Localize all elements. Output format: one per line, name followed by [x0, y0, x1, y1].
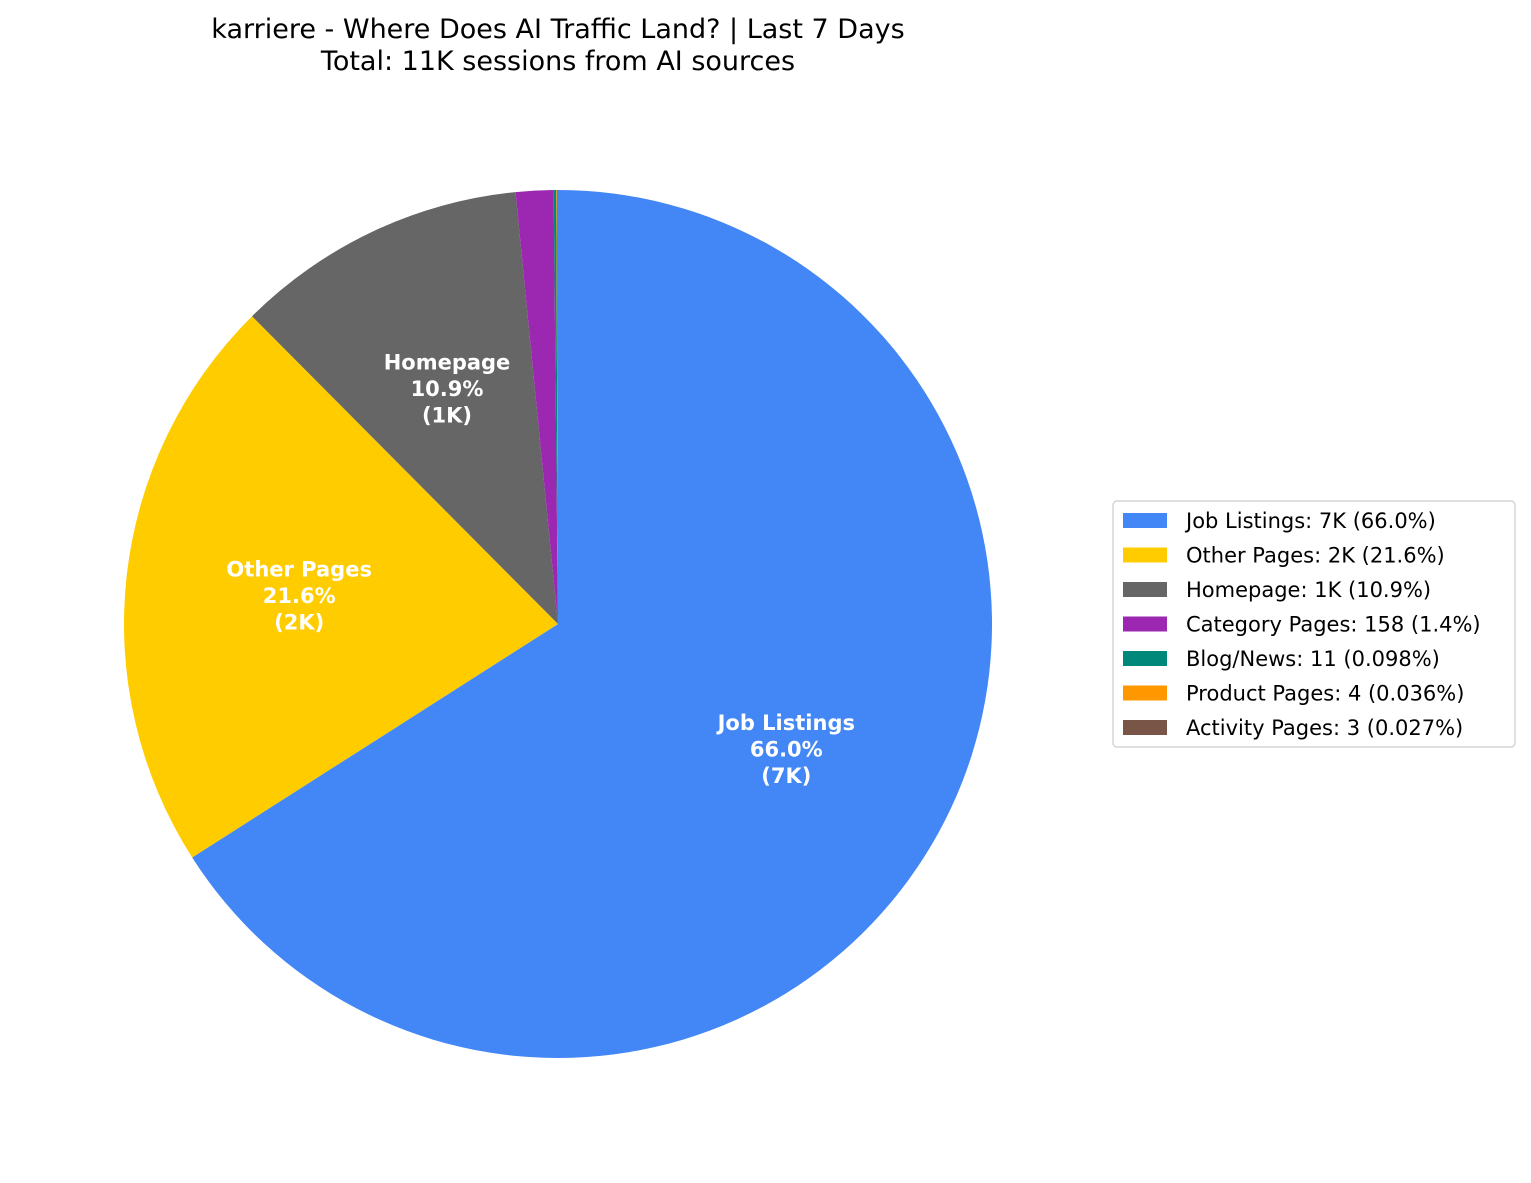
- legend-items: Job Listings: 7K (66.0%) Other Pages: 2K …: [1123, 509, 1481, 740]
- slice-label-homepage: Homepage 10.9% (1K): [384, 350, 511, 427]
- legend-label: Homepage: 1K (10.9%): [1186, 578, 1431, 602]
- legend-swatch: [1123, 685, 1167, 701]
- legend-label: Category Pages: 158 (1.4%): [1186, 613, 1481, 637]
- chart-subtitle: Total: 11K sessions from AI sources: [320, 46, 795, 77]
- legend-swatch: [1123, 651, 1167, 666]
- legend-label: Blog/News: 11 (0.098%): [1186, 647, 1440, 671]
- legend-swatch: [1123, 616, 1167, 632]
- legend: Job Listings: 7K (66.0%) Other Pages: 2K …: [1112, 500, 1516, 748]
- pie-slice-product-pages: [556, 189, 558, 624]
- pie-slice-homepage: [252, 192, 558, 624]
- pie-slice-job-listings: [192, 190, 993, 1058]
- legend-label: Product Pages: 4 (0.036%): [1186, 682, 1464, 706]
- legend-swatch: [1123, 513, 1167, 528]
- legend-label: Other Pages: 2K (21.6%): [1186, 544, 1445, 568]
- legend-swatch: [1123, 547, 1167, 563]
- legend-label: Job Listings: 7K (66.0%): [1184, 509, 1436, 533]
- legend-swatch: [1123, 720, 1167, 735]
- legend-swatch: [1123, 582, 1167, 597]
- legend-label: Activity Pages: 3 (0.027%): [1186, 716, 1463, 740]
- pie-slice-category-pages: [515, 190, 558, 624]
- pie-slice-other-pages: [124, 316, 558, 858]
- pie-slice-activity-pages: [557, 189, 558, 624]
- pie-slices: [124, 189, 993, 1058]
- chart-title: karriere - Where Does AI Traffic Land? |…: [211, 14, 904, 45]
- pie-labels: Job Listings 66.0% (7K) Other Pages 21.6% (2K…: [226, 350, 855, 788]
- slice-label-other-pages: Other Pages 21.6% (2K): [226, 557, 372, 634]
- legend-frame: [1112, 500, 1516, 748]
- pie-slice-blog-news: [553, 190, 558, 624]
- slice-label-job-listings: Job Listings 66.0% (7K): [716, 711, 855, 788]
